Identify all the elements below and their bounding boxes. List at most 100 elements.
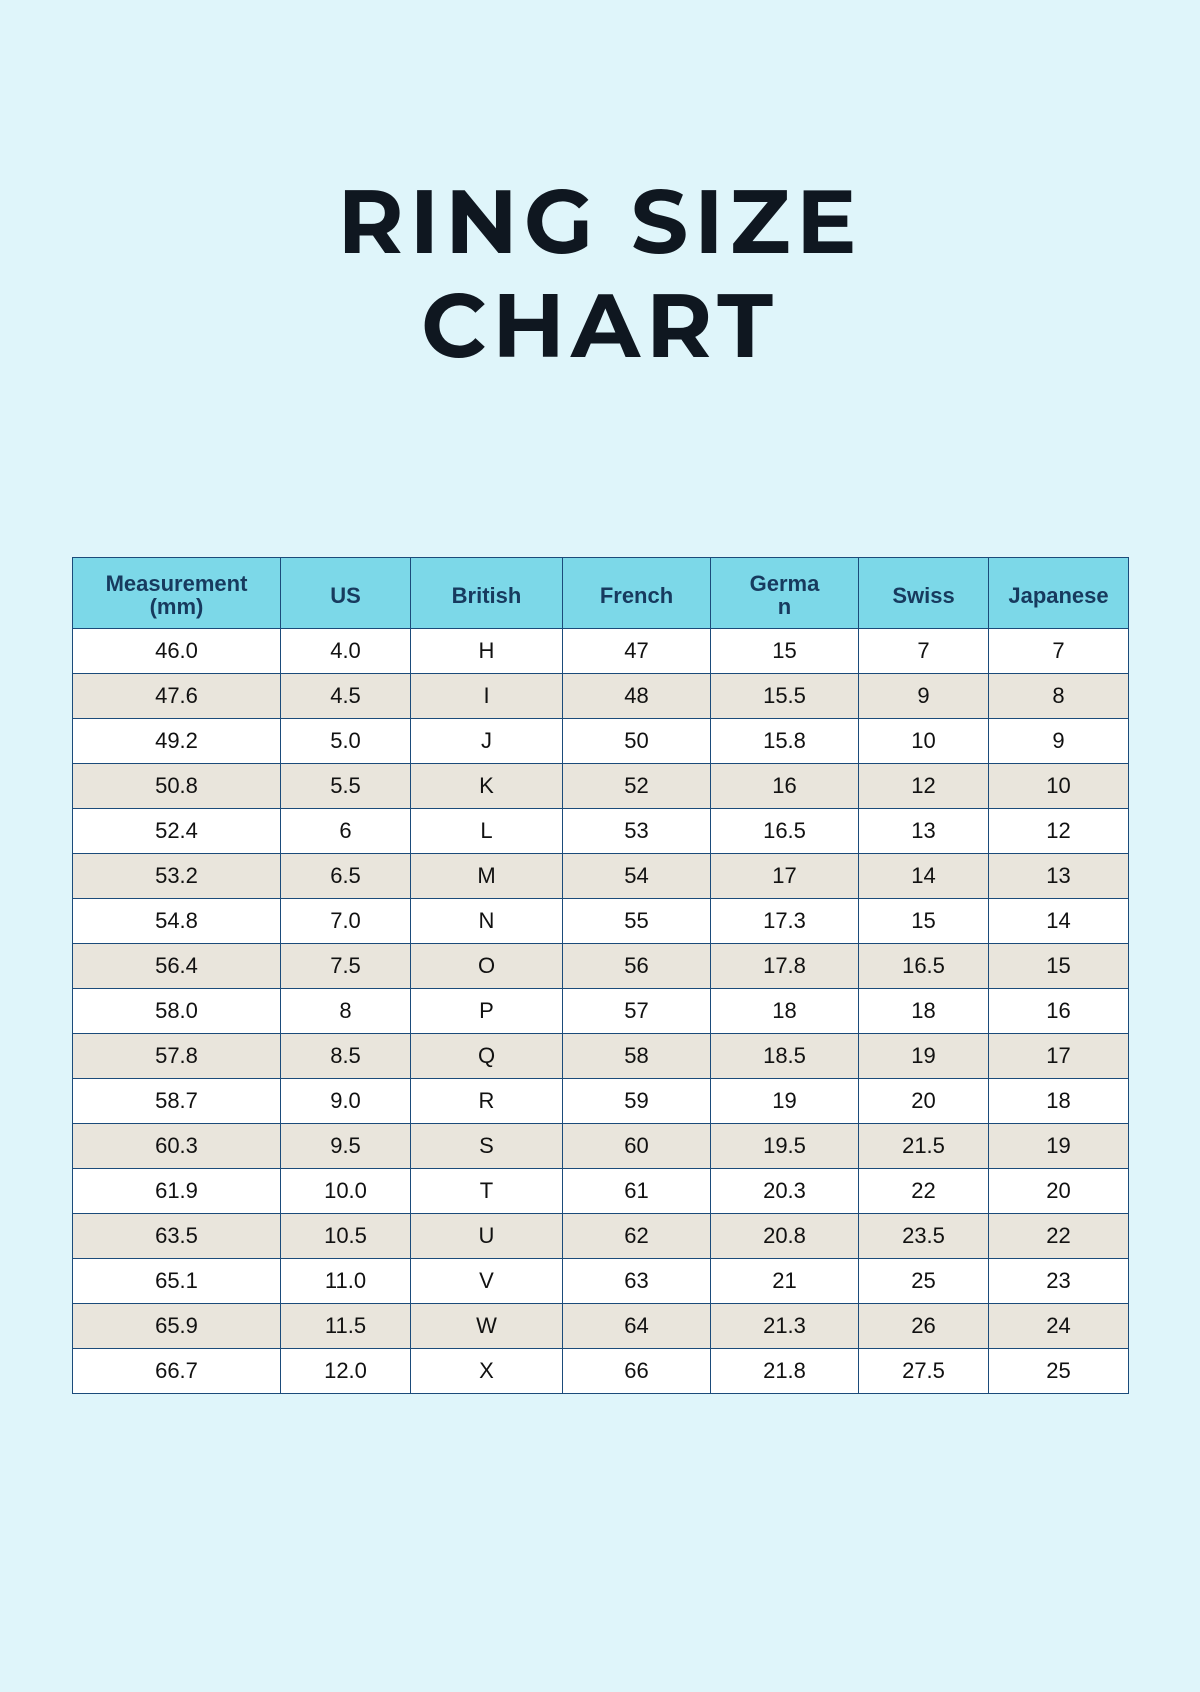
title-line2: CHART: [421, 270, 779, 380]
table-cell: 21.8: [711, 1349, 859, 1394]
table-cell: 16.5: [859, 944, 989, 989]
table-cell: 23.5: [859, 1214, 989, 1259]
table-cell: 5.5: [281, 764, 411, 809]
table-cell: L: [411, 809, 563, 854]
table-cell: 9.5: [281, 1124, 411, 1169]
table-cell: 64: [563, 1304, 711, 1349]
table-cell: 65.9: [73, 1304, 281, 1349]
table-cell: 13: [859, 809, 989, 854]
table-cell: 26: [859, 1304, 989, 1349]
table-row: 60.39.5S6019.521.519: [73, 1124, 1129, 1169]
table-cell: 50: [563, 719, 711, 764]
table-cell: 16: [711, 764, 859, 809]
table-cell: 20: [859, 1079, 989, 1124]
table-cell: 66: [563, 1349, 711, 1394]
table-cell: 63.5: [73, 1214, 281, 1259]
table-cell: 18: [711, 989, 859, 1034]
col-header-measurement: Measurement (mm): [73, 558, 281, 629]
table-cell: 49.2: [73, 719, 281, 764]
table-cell: 60.3: [73, 1124, 281, 1169]
table-cell: 52.4: [73, 809, 281, 854]
table-cell: 19.5: [711, 1124, 859, 1169]
table-row: 52.46L5316.51312: [73, 809, 1129, 854]
table-cell: 9: [859, 674, 989, 719]
table-cell: 21.3: [711, 1304, 859, 1349]
table-cell: 14: [989, 899, 1129, 944]
table-cell: K: [411, 764, 563, 809]
table-cell: 8.5: [281, 1034, 411, 1079]
table-cell: U: [411, 1214, 563, 1259]
table-cell: 16.5: [711, 809, 859, 854]
table-cell: 10.0: [281, 1169, 411, 1214]
table-cell: 21: [711, 1259, 859, 1304]
table-cell: V: [411, 1259, 563, 1304]
table-cell: 10: [989, 764, 1129, 809]
table-cell: 19: [989, 1124, 1129, 1169]
table-cell: 47: [563, 629, 711, 674]
table-cell: 4.0: [281, 629, 411, 674]
table-cell: 56.4: [73, 944, 281, 989]
col-header-japanese: Japanese: [989, 558, 1129, 629]
table-cell: 63: [563, 1259, 711, 1304]
table-cell: N: [411, 899, 563, 944]
table-row: 61.910.0T6120.32220: [73, 1169, 1129, 1214]
table-cell: 57: [563, 989, 711, 1034]
table-row: 63.510.5U6220.823.522: [73, 1214, 1129, 1259]
table-cell: 7.5: [281, 944, 411, 989]
table-cell: 59: [563, 1079, 711, 1124]
table-cell: 18: [859, 989, 989, 1034]
table-cell: 8: [989, 674, 1129, 719]
table-cell: 11.5: [281, 1304, 411, 1349]
col-header-german-label: German: [749, 572, 821, 618]
table-cell: 21.5: [859, 1124, 989, 1169]
table-cell: 18: [989, 1079, 1129, 1124]
table-cell: 23: [989, 1259, 1129, 1304]
table-cell: 15.8: [711, 719, 859, 764]
ring-size-table-wrap: Measurement (mm) US British French Germa…: [72, 557, 1128, 1394]
table-cell: 10.5: [281, 1214, 411, 1259]
table-row: 65.911.5W6421.32624: [73, 1304, 1129, 1349]
table-cell: 53: [563, 809, 711, 854]
table-cell: 60: [563, 1124, 711, 1169]
table-cell: 24: [989, 1304, 1129, 1349]
table-cell: H: [411, 629, 563, 674]
table-cell: Q: [411, 1034, 563, 1079]
table-cell: 61: [563, 1169, 711, 1214]
table-cell: 53.2: [73, 854, 281, 899]
title-line1: RING SIZE: [338, 166, 863, 276]
table-cell: 20.8: [711, 1214, 859, 1259]
page: RING SIZE CHART Measurement (mm) US Brit…: [0, 0, 1200, 1692]
table-cell: 58.0: [73, 989, 281, 1034]
table-row: 58.79.0R59192018: [73, 1079, 1129, 1124]
table-cell: 65.1: [73, 1259, 281, 1304]
table-cell: 20: [989, 1169, 1129, 1214]
table-cell: 15.5: [711, 674, 859, 719]
table-cell: W: [411, 1304, 563, 1349]
table-cell: 22: [859, 1169, 989, 1214]
table-cell: 7: [859, 629, 989, 674]
table-cell: 17.8: [711, 944, 859, 989]
table-cell: I: [411, 674, 563, 719]
table-cell: 17: [989, 1034, 1129, 1079]
table-cell: 7: [989, 629, 1129, 674]
table-cell: 15: [711, 629, 859, 674]
table-cell: 11.0: [281, 1259, 411, 1304]
table-cell: 12.0: [281, 1349, 411, 1394]
table-cell: 17.3: [711, 899, 859, 944]
table-cell: 6.5: [281, 854, 411, 899]
table-cell: 8: [281, 989, 411, 1034]
table-cell: 14: [859, 854, 989, 899]
table-cell: X: [411, 1349, 563, 1394]
table-row: 66.712.0X6621.827.525: [73, 1349, 1129, 1394]
col-header-swiss: Swiss: [859, 558, 989, 629]
table-cell: O: [411, 944, 563, 989]
col-header-german: German: [711, 558, 859, 629]
table-cell: 62: [563, 1214, 711, 1259]
table-row: 49.25.0J5015.8109: [73, 719, 1129, 764]
table-cell: 16: [989, 989, 1129, 1034]
col-header-british: British: [411, 558, 563, 629]
table-cell: 61.9: [73, 1169, 281, 1214]
table-cell: T: [411, 1169, 563, 1214]
table-cell: 10: [859, 719, 989, 764]
table-cell: 46.0: [73, 629, 281, 674]
